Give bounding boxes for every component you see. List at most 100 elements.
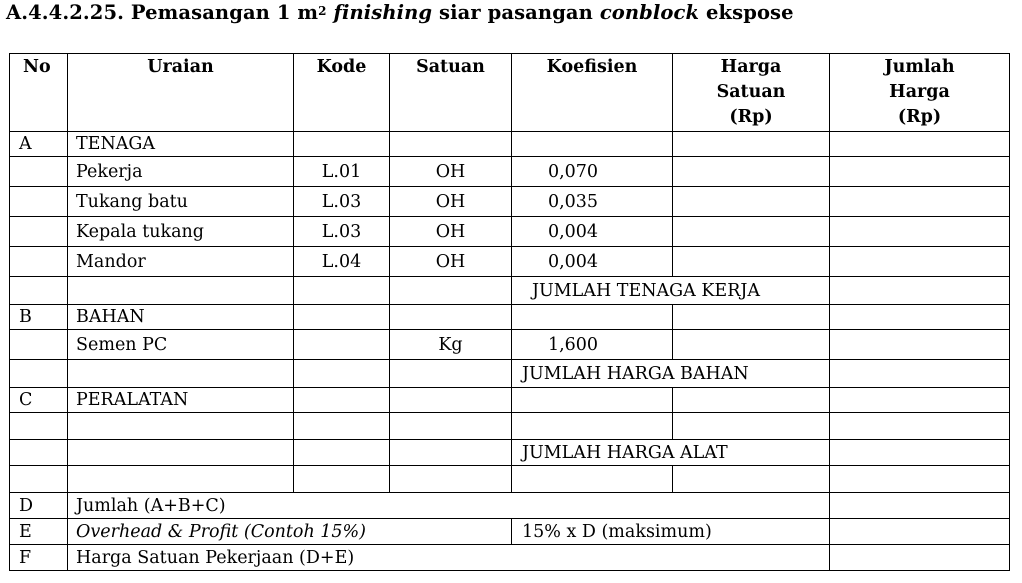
section-label: BAHAN <box>67 304 294 330</box>
item-koefisien: 0,004 <box>511 246 673 277</box>
header-jumlah-harga: Jumlah Harga (Rp) <box>829 53 1010 132</box>
empty-cell <box>829 276 1010 305</box>
title-text: Pemasangan 1 m <box>124 1 319 24</box>
empty-cell <box>829 544 1010 571</box>
item-kode: L.04 <box>293 246 390 277</box>
empty-cell <box>672 465 830 493</box>
empty-cell <box>9 359 68 388</box>
title-text-2: siar pasangan <box>432 1 600 24</box>
empty-cell <box>9 246 68 277</box>
empty-cell <box>511 387 673 413</box>
empty-cell <box>829 246 1010 277</box>
item-kode: L.01 <box>293 156 390 187</box>
table-row: Pekerja L.01 OH 0,070 <box>9 156 1010 187</box>
empty-cell <box>9 412 68 440</box>
section-row-peralatan: C PERALATAN <box>9 387 1010 413</box>
item-uraian: Pekerja <box>67 156 294 187</box>
item-uraian: Mandor <box>67 246 294 277</box>
empty-cell <box>389 131 512 157</box>
empty-cell <box>672 412 830 440</box>
header-row: No Uraian Kode Satuan Koefisien Harga Sa… <box>9 53 1010 132</box>
summary-no: E <box>9 518 68 545</box>
cost-analysis-table: No Uraian Kode Satuan Koefisien Harga Sa… <box>9 53 1010 571</box>
section-label: TENAGA <box>67 131 294 157</box>
empty-cell <box>293 276 390 305</box>
empty-cell <box>829 518 1010 545</box>
empty-cell <box>829 412 1010 440</box>
empty-cell <box>672 131 830 157</box>
item-satuan: OH <box>389 186 512 217</box>
section-row-bahan: B BAHAN <box>9 304 1010 330</box>
section-label: PERALATAN <box>67 387 294 413</box>
empty-cell <box>293 465 390 493</box>
summary-row-e: E Overhead & Profit (Contoh 15%) 15% x D… <box>9 518 1010 545</box>
empty-cell <box>672 387 830 413</box>
empty-cell <box>829 465 1010 493</box>
empty-cell <box>389 359 512 388</box>
total-row-alat: JUMLAH HARGA ALAT <box>9 439 1010 466</box>
empty-cell <box>67 276 294 305</box>
summary-no: F <box>9 544 68 571</box>
empty-cell <box>511 465 673 493</box>
empty-cell <box>672 216 830 247</box>
empty-cell <box>67 465 294 493</box>
empty-cell <box>9 186 68 217</box>
item-kode: L.03 <box>293 186 390 217</box>
empty-cell <box>829 131 1010 157</box>
empty-cell <box>672 156 830 187</box>
empty-cell <box>389 276 512 305</box>
title-italic-finishing: finishing <box>333 1 433 24</box>
empty-cell <box>389 304 512 330</box>
total-row-tenaga: JUMLAH TENAGA KERJA <box>9 276 1010 305</box>
empty-cell <box>672 246 830 277</box>
empty-cell <box>9 439 68 466</box>
empty-cell <box>9 216 68 247</box>
section-no: A <box>9 131 68 157</box>
item-koefisien: 0,070 <box>511 156 673 187</box>
section-no: C <box>9 387 68 413</box>
total-label: JUMLAH HARGA BAHAN <box>511 359 830 388</box>
title-text-3: ekspose <box>699 1 794 24</box>
empty-cell <box>293 439 390 466</box>
empty-cell <box>9 276 68 305</box>
item-satuan: OH <box>389 156 512 187</box>
header-kode: Kode <box>293 53 390 132</box>
empty-cell <box>293 304 390 330</box>
empty-cell <box>389 387 512 413</box>
empty-cell <box>829 156 1010 187</box>
table-row <box>9 412 1010 440</box>
empty-cell <box>829 329 1010 360</box>
empty-cell <box>293 387 390 413</box>
empty-cell <box>829 492 1010 519</box>
table-row: Tukang batu L.03 OH 0,035 <box>9 186 1010 217</box>
empty-cell <box>389 465 512 493</box>
item-kode <box>293 329 390 360</box>
empty-cell <box>9 156 68 187</box>
section-no: B <box>9 304 68 330</box>
title-code: A.4.4.2.25. <box>6 1 125 24</box>
empty-cell <box>511 131 673 157</box>
summary-label: Jumlah (A+B+C) <box>67 492 830 519</box>
empty-cell <box>293 131 390 157</box>
empty-cell <box>9 329 68 360</box>
empty-cell <box>829 387 1010 413</box>
empty-cell <box>829 439 1010 466</box>
total-row-bahan: JUMLAH HARGA BAHAN <box>9 359 1010 388</box>
summary-label: Overhead & Profit (Contoh 15%) <box>67 518 512 545</box>
section-row-tenaga: A TENAGA <box>9 131 1010 157</box>
item-kode: L.03 <box>293 216 390 247</box>
total-label: JUMLAH TENAGA KERJA <box>511 276 830 305</box>
item-uraian: Kepala tukang <box>67 216 294 247</box>
empty-cell <box>389 439 512 466</box>
item-koefisien: 0,035 <box>511 186 673 217</box>
document-title: A.4.4.2.25. Pemasangan 1 m2 finishing si… <box>6 0 1016 28</box>
header-uraian: Uraian <box>67 53 294 132</box>
item-satuan: OH <box>389 216 512 247</box>
item-koefisien: 1,600 <box>511 329 673 360</box>
empty-cell <box>511 304 673 330</box>
header-no: No <box>9 53 68 132</box>
empty-cell <box>829 216 1010 247</box>
summary-note: 15% x D (maksimum) <box>511 518 830 545</box>
total-label: JUMLAH HARGA ALAT <box>511 439 830 466</box>
table-row: Mandor L.04 OH 0,004 <box>9 246 1010 277</box>
